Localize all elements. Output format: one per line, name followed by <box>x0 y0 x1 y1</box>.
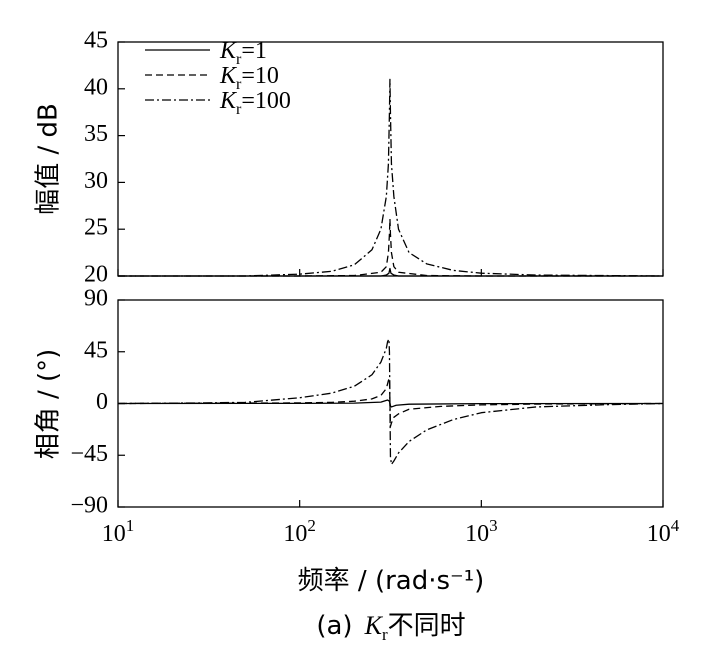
phase-y-axis-label: 相角 / (°) <box>34 349 64 460</box>
phase-y-tick-label: 0 <box>96 389 108 415</box>
caption-suffix: 不同时 <box>388 611 466 641</box>
magnitude-y-tick-label: 20 <box>84 262 108 288</box>
caption-k-subscript: r <box>382 625 388 644</box>
phase-series-group <box>117 338 664 466</box>
x-tick-label: 101 <box>102 516 135 547</box>
legend-label-3: Kr=100 <box>219 88 291 118</box>
phase-series-line-2 <box>117 377 664 428</box>
phase-y-tick-label: 90 <box>84 286 108 312</box>
caption-prefix: (a) <box>316 611 352 641</box>
figure-caption: (a) Kr不同时 <box>316 611 465 644</box>
magnitude-axis-ticks: 20 25 30 35 40 45 <box>84 28 664 288</box>
magnitude-y-tick-label: 40 <box>84 74 108 100</box>
x-tick-label: 103 <box>465 516 498 547</box>
magnitude-series-line-2 <box>118 218 663 277</box>
magnitude-y-tick-label: 35 <box>84 121 108 147</box>
phase-axis-ticks: −90 −45 0 45 90 101 102 103 104 <box>70 286 679 548</box>
phase-y-tick-label: 45 <box>84 337 108 363</box>
magnitude-y-tick-label: 30 <box>84 168 108 194</box>
magnitude-y-tick-label: 25 <box>84 215 108 241</box>
caption-k: K <box>364 611 384 640</box>
magnitude-y-axis-label: 幅值 / dB <box>34 103 64 215</box>
phase-y-tick-label: −45 <box>70 441 108 467</box>
magnitude-plot-frame <box>117 41 664 277</box>
magnitude-series-line-3 <box>118 78 664 277</box>
phase-y-tick-label: −90 <box>70 493 108 519</box>
legend-label-2: Kr=10 <box>219 63 279 93</box>
phase-series-line-3 <box>117 338 664 466</box>
x-axis-label: 频率 / (rad·s⁻¹) <box>298 566 485 596</box>
magnitude-y-tick-label: 45 <box>84 28 108 54</box>
magnitude-series-group <box>118 78 664 277</box>
x-tick-label: 104 <box>647 516 680 547</box>
x-tick-label: 102 <box>283 516 316 547</box>
legend-label-1: Kr=1 <box>219 38 267 68</box>
